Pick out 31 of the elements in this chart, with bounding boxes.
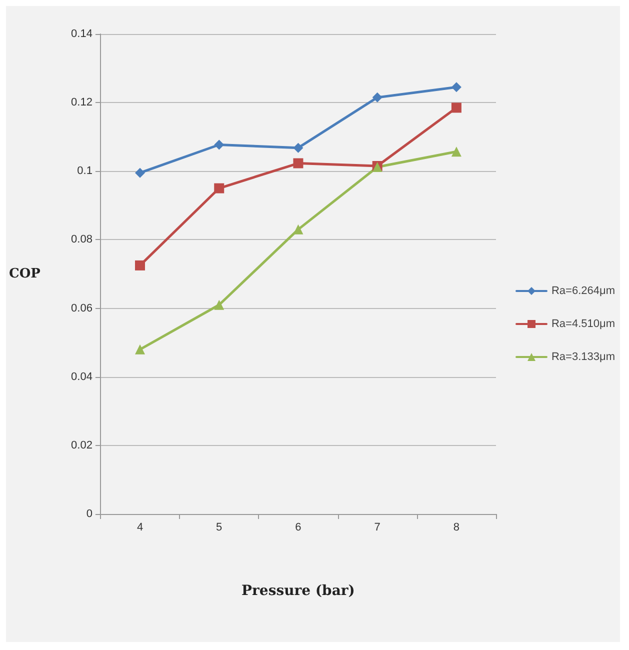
y-tick-label: 0.14 — [71, 28, 92, 40]
point — [214, 183, 224, 194]
x-axis-title: Pressure (bar) — [242, 583, 355, 599]
y-tick-label: 0.12 — [71, 96, 92, 109]
point — [135, 168, 145, 178]
point — [214, 140, 224, 150]
point — [135, 344, 145, 354]
x-tick-label: 8 — [453, 522, 460, 534]
legend-label: Ra=4.510μm — [551, 318, 615, 330]
y-axis-title: COP — [8, 266, 41, 282]
legend-label: Ra=6.264μm — [551, 285, 615, 297]
y-tick-label: 0.1 — [77, 165, 92, 178]
x-tick-label: 6 — [295, 522, 302, 534]
legend-label: Ra=3.133μm — [551, 351, 615, 363]
point — [135, 260, 145, 270]
point — [451, 82, 462, 92]
point — [372, 92, 382, 102]
y-tick-label: 0 — [86, 508, 92, 520]
point — [214, 300, 224, 310]
point — [451, 102, 462, 113]
y-tick-label: 0.08 — [71, 234, 92, 246]
x-tick-label: 4 — [136, 522, 144, 534]
point — [293, 158, 304, 168]
x-tick-label: 5 — [216, 522, 222, 534]
point — [293, 142, 304, 153]
point — [451, 146, 462, 157]
y-tick-label: 0.04 — [71, 370, 92, 383]
y-tick-label: 0.06 — [71, 302, 92, 314]
x-tick-label: 7 — [374, 522, 380, 534]
y-tick-label: 0.02 — [71, 439, 92, 452]
point — [293, 224, 304, 234]
